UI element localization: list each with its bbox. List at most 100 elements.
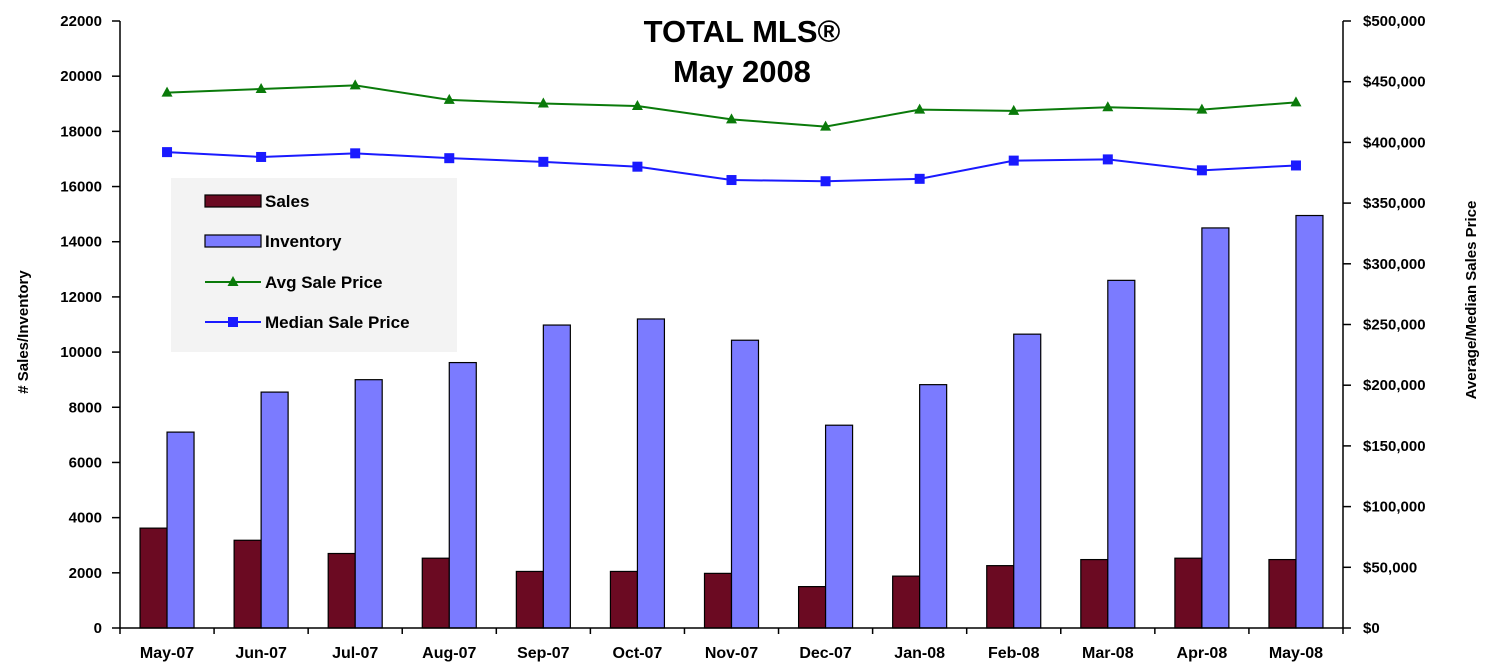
median-sale-price-point [350, 148, 361, 159]
y2-tick-label: $250,000 [1363, 317, 1426, 334]
avg-sale-price-point [1102, 101, 1114, 112]
y-tick-label: 6000 [69, 454, 102, 471]
y-tick-label: 16000 [60, 179, 102, 196]
median-sale-price-point [538, 156, 549, 167]
y-axis-title: # Sales/Inventory [15, 270, 32, 394]
sales-bar [703, 572, 733, 629]
sales-legend-label: Sales [265, 192, 309, 211]
median-sale-price-point [1196, 165, 1207, 176]
sales-bar [892, 575, 921, 629]
x-tick-label: Jan-08 [894, 645, 945, 662]
y2-tick-label: $200,000 [1363, 377, 1426, 394]
y2-tick-label: $100,000 [1363, 499, 1426, 516]
y-tick-label: 0 [94, 620, 102, 637]
x-tick-label: Feb-08 [988, 645, 1040, 662]
y2-tick-label: $300,000 [1363, 256, 1426, 273]
median-sale-price-point [162, 147, 173, 158]
y2-tick-label: $400,000 [1363, 134, 1426, 151]
y-tick-label: 20000 [60, 68, 102, 85]
inventory-bar [636, 318, 666, 629]
inventory-bar [1201, 227, 1230, 629]
legend: Sales Inventory Avg Sale Price Median Sale … [171, 178, 457, 352]
avg-sale-price-point [820, 120, 832, 131]
avg-sale-price-point [537, 97, 549, 108]
median-sale-price-legend-marker [228, 317, 238, 327]
inventory-bar [260, 391, 289, 629]
y-tick-label: 22000 [60, 13, 102, 30]
y2-tick-label: $0 [1363, 620, 1380, 637]
x-tick-label: May-07 [140, 645, 194, 662]
inventory-bar [919, 384, 948, 629]
y-tick-label: 8000 [69, 399, 102, 416]
median-sale-price-point [1102, 154, 1113, 165]
y2-tick-label: $150,000 [1363, 438, 1426, 455]
avg-sale-price-point [631, 99, 643, 110]
y-tick-label: 14000 [60, 234, 102, 251]
median-sale-price-point [1008, 155, 1019, 166]
inventory-bar [354, 379, 383, 629]
sales-bar [139, 527, 168, 629]
x-tick-label: Aug-07 [422, 645, 476, 662]
avg-sale-price-point [1008, 104, 1020, 115]
avg-sale-price-point [349, 79, 361, 90]
y-tick-label: 2000 [69, 565, 102, 582]
sales-legend-swatch [204, 194, 262, 208]
median-sale-price-point [256, 151, 267, 162]
median-sale-price-point [914, 173, 925, 184]
inventory-bar [730, 339, 760, 629]
sales-bar [1268, 558, 1297, 629]
x-tick-label: Nov-07 [705, 645, 758, 662]
median-sale-price-point [1290, 160, 1301, 171]
y2-axis-title: Average/Median Sales Price [1463, 201, 1480, 400]
y-tick-label: 4000 [69, 510, 102, 527]
x-tick-label: Sep-07 [517, 645, 570, 662]
sales-bar [421, 557, 450, 629]
avg-sale-price-point [1290, 96, 1302, 107]
x-tick-label: Oct-07 [613, 645, 663, 662]
x-tick-label: Mar-08 [1082, 645, 1134, 662]
sales-bar [233, 539, 262, 629]
x-tick-label: Apr-08 [1177, 645, 1228, 662]
x-tick-label: May-08 [1269, 645, 1323, 662]
sales-bar [327, 552, 356, 629]
x-tick-label: Jul-07 [332, 645, 378, 662]
avg-sale-price-point [726, 113, 737, 124]
inventory-bar [824, 424, 854, 629]
y2-tick-label: $500,000 [1363, 13, 1426, 30]
median-sale-price-point [726, 175, 737, 186]
median-sale-price-legend-label: Median Sale Price [265, 313, 410, 332]
sales-bar [986, 565, 1015, 629]
inventory-bar [1295, 214, 1324, 629]
sales-bar [515, 570, 544, 629]
y2-tick-label: $350,000 [1363, 195, 1426, 212]
chart-title: TOTAL MLS® [644, 14, 841, 49]
avg-sale-price-legend-label: Avg Sale Price [265, 273, 383, 292]
inventory-bar [448, 361, 477, 629]
avg-sale-price-point [255, 82, 267, 93]
avg-sale-price-point [161, 86, 173, 97]
avg-sale-price-point [914, 103, 926, 114]
inventory-bar [542, 324, 571, 629]
x-tick-label: Dec-07 [799, 645, 852, 662]
avg-sale-price-point [1196, 103, 1208, 114]
median-sale-price-point [444, 153, 455, 164]
avg-sale-price-legend-marker [227, 276, 239, 286]
inventory-bar [166, 431, 195, 629]
sales-bar [1174, 557, 1203, 629]
sales-bar [797, 586, 827, 629]
chart-subtitle: May 2008 [673, 54, 811, 89]
avg-sale-price-point [443, 93, 455, 104]
y-tick-label: 10000 [60, 344, 102, 361]
sales-bar [1080, 558, 1109, 629]
y-tick-label: 12000 [60, 289, 102, 306]
median-sale-price-point [632, 161, 643, 172]
inventory-legend-swatch [204, 234, 262, 248]
y2-tick-label: $450,000 [1363, 74, 1426, 91]
x-tick-label: Jun-07 [235, 645, 287, 662]
y2-tick-label: $50,000 [1363, 559, 1417, 576]
median-sale-price-point [820, 176, 831, 187]
inventory-legend-label: Inventory [265, 232, 342, 251]
sales-bar [609, 570, 639, 629]
inventory-bar [1107, 279, 1136, 629]
